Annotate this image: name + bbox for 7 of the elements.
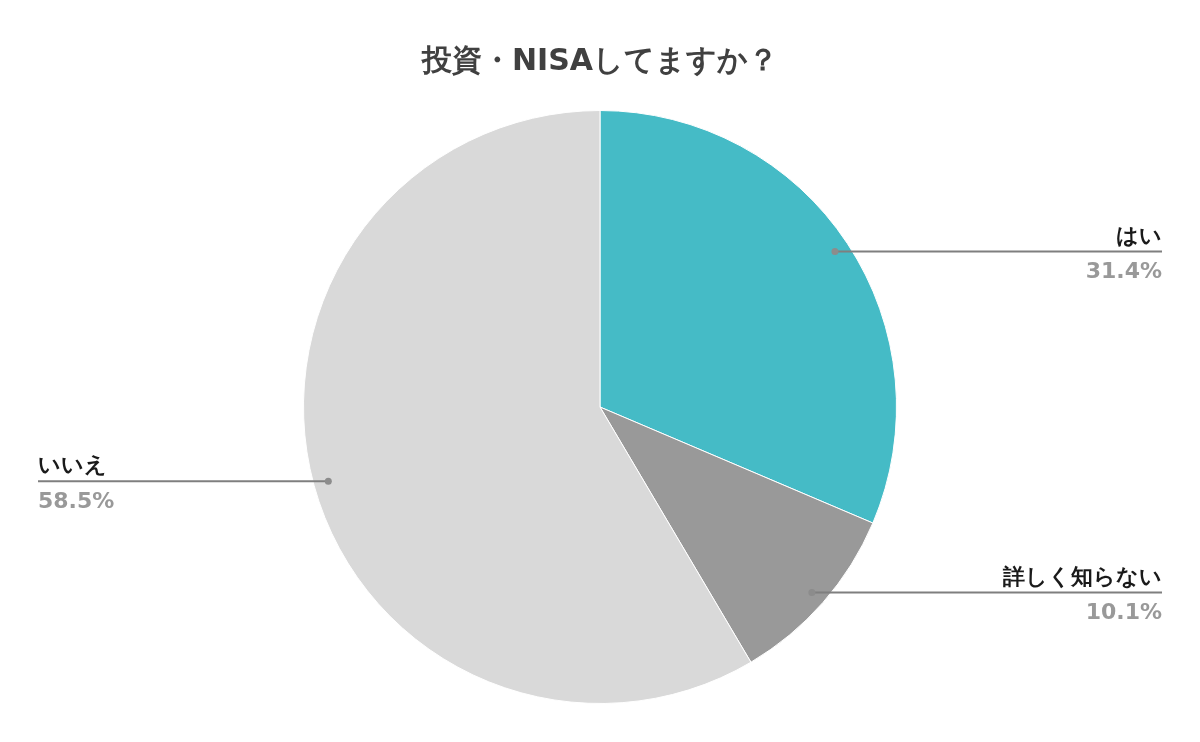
slice-label: いいえ — [38, 452, 107, 478]
data-label: 31.4% — [1085, 258, 1162, 284]
chart-title: 投資・NISAしてますか？ — [420, 41, 780, 79]
slice-label: 詳しく知らない — [1002, 563, 1162, 589]
data-label: 58.5% — [38, 488, 115, 514]
slice-label: はい — [1116, 222, 1162, 248]
data-label: 10.1% — [1085, 599, 1162, 625]
